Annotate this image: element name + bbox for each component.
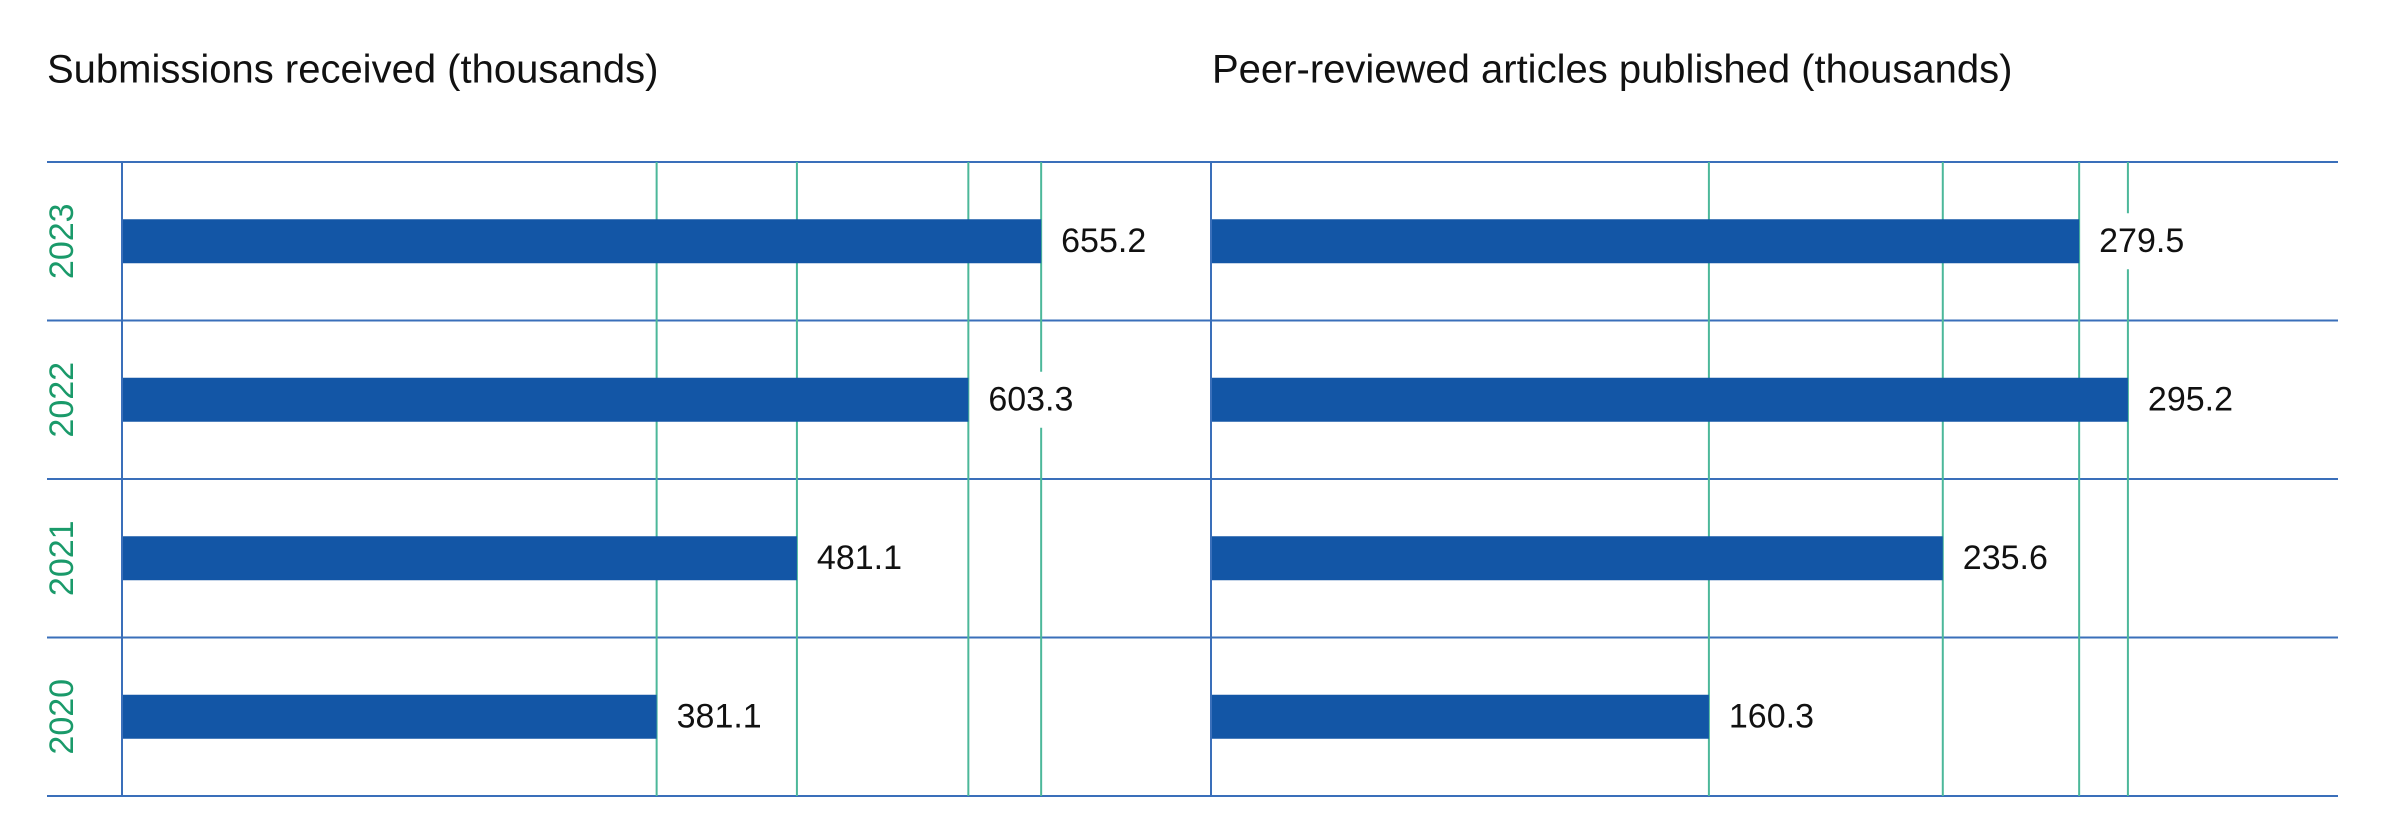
bar	[1211, 536, 1943, 581]
value-label: 603.3	[988, 381, 1073, 419]
bar	[122, 694, 657, 739]
bar	[122, 536, 797, 581]
value-label: 160.3	[1729, 698, 1814, 736]
label-bg	[660, 688, 776, 745]
bar	[1211, 219, 2080, 264]
label-bg	[1712, 688, 1828, 745]
bar	[1211, 694, 1709, 739]
label-bg	[972, 371, 1088, 428]
value-label: 655.2	[1061, 222, 1146, 260]
label-bg	[1045, 213, 1161, 270]
value-label: 481.1	[817, 539, 902, 577]
bar	[1211, 377, 2128, 422]
y-tick-label: 2023	[43, 203, 81, 279]
bar	[122, 377, 969, 422]
y-tick-label: 2022	[43, 362, 81, 438]
value-label: 235.6	[1963, 539, 2048, 577]
chart-title: Peer-reviewed articles published (thousa…	[1212, 48, 2012, 92]
y-tick-label: 2020	[43, 679, 81, 755]
label-bg	[2083, 213, 2199, 270]
label-bg	[1946, 530, 2062, 587]
value-label: 381.1	[677, 698, 762, 736]
chart-title: Submissions received (thousands)	[47, 48, 658, 92]
label-bg	[2131, 371, 2248, 428]
bar	[122, 219, 1042, 264]
y-tick-label: 2021	[43, 520, 81, 596]
value-label: 295.2	[2148, 381, 2233, 419]
label-bg	[800, 530, 917, 587]
value-label: 279.5	[2099, 222, 2184, 260]
